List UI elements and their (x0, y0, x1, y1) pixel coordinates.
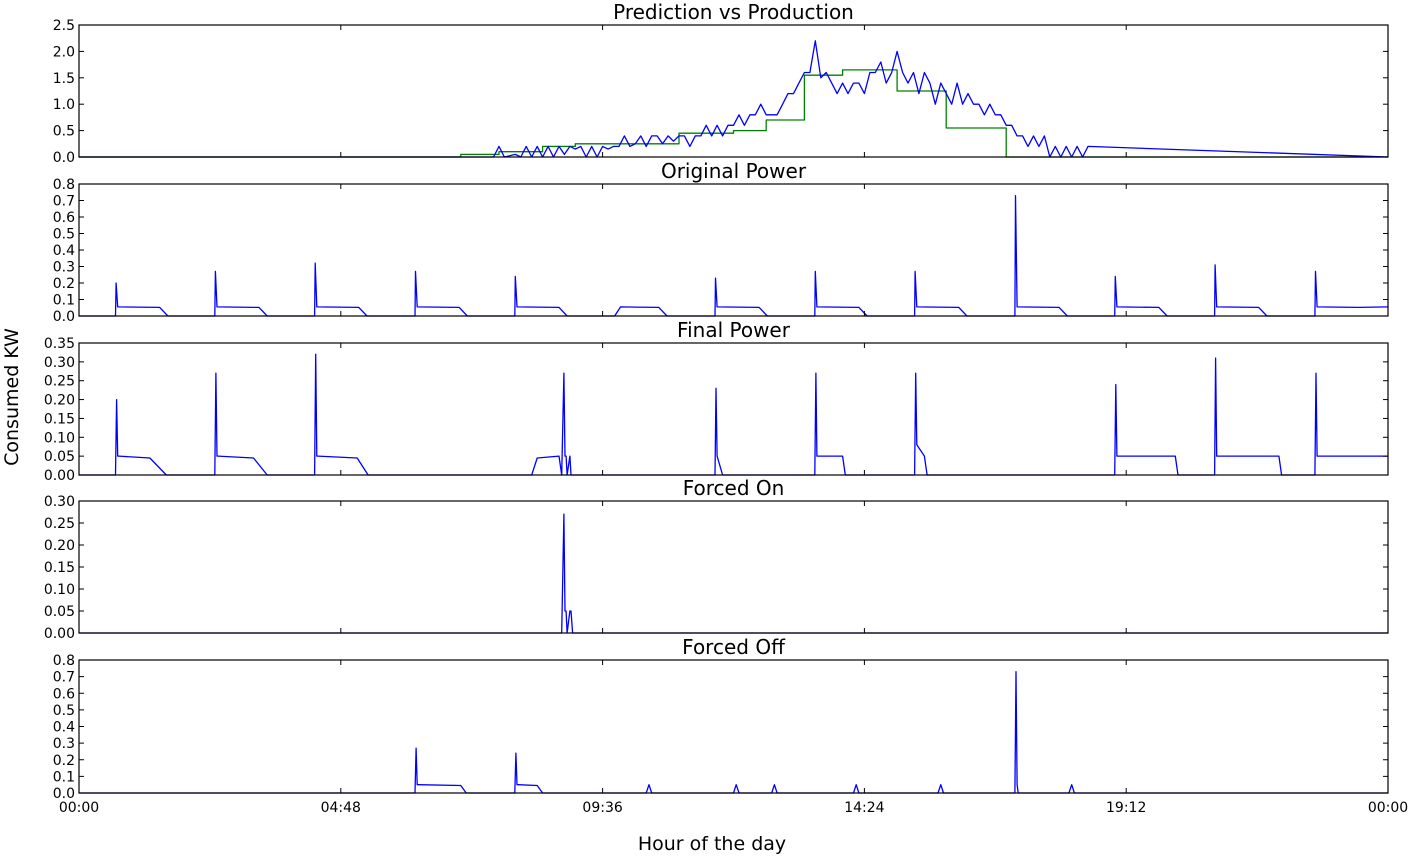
plot-frame (78, 500, 1389, 634)
plot-frame (78, 24, 1389, 158)
y-tick-label: 0.5 (53, 703, 75, 719)
subplot-title: Original Power (661, 159, 807, 183)
y-tick-label: 0.2 (53, 276, 75, 292)
y-tick-label: 2.0 (53, 44, 75, 60)
y-tick-label: 0.2 (53, 753, 75, 769)
subplot-2: Original Power 0.00.10.20.30.40.50.60.70.… (53, 159, 1389, 325)
y-tick-label: 0.05 (44, 604, 75, 620)
subplot-title: Final Power (677, 318, 791, 342)
y-tick-label: 0.00 (44, 626, 75, 642)
y-tick-label: 0.0 (53, 150, 75, 166)
y-tick-label: 0.15 (44, 560, 75, 576)
y-tick-label: 0.1 (53, 293, 75, 309)
y-tick-label: 0.5 (53, 227, 75, 243)
subplot-5: Forced Off 0.00.10.20.30.40.50.60.70.8 (53, 635, 1389, 802)
y-tick-label: 1.5 (53, 71, 75, 87)
y-tick-label: 0.25 (44, 516, 75, 532)
y-tick-label: 2.5 (53, 18, 75, 34)
y-tick-label: 0.00 (44, 468, 75, 484)
subplot-title: Forced On (683, 476, 785, 500)
series-line-1 (79, 353, 1388, 476)
plot-frame (78, 342, 1389, 476)
x-tick-label: 19:12 (1106, 800, 1146, 816)
y-tick-label: 0.15 (44, 411, 75, 427)
y-axis-label: Consumed KW (1, 328, 23, 466)
y-tick-label: 0.6 (53, 210, 75, 226)
x-tick-label: 14:24 (844, 800, 884, 816)
subplot-1: Prediction vs Production 0.0 0.5 1.0 1.5 2.0 2… (53, 0, 1389, 166)
subplot-3: Final Power 0.00 0.05 0.10 0.15 0.20 0.25 0.30 0… (44, 318, 1389, 484)
series-line-1 (79, 670, 1388, 794)
y-tick-label: 0.7 (53, 670, 75, 686)
plot-frame (78, 659, 1389, 794)
y-tick-label: 0.10 (44, 430, 75, 446)
y-tick-label: 0.8 (53, 653, 75, 669)
plot-frame (78, 183, 1389, 317)
subplot-4: Forced On 0.00 0.05 0.10 0.15 0.20 0.25 0.30 (44, 476, 1389, 642)
y-tick-label: 0.7 (53, 194, 75, 210)
x-tick-label: 00:00 (1368, 800, 1408, 816)
y-tick-label: 0.20 (44, 393, 75, 409)
series-line-1 (79, 69, 1388, 158)
y-tick-label: 0.30 (44, 355, 75, 371)
subplot-title: Prediction vs Production (613, 0, 854, 24)
y-tick-label: 0.3 (53, 736, 75, 752)
series-line-1 (79, 194, 1389, 317)
series-line-2 (79, 40, 1389, 158)
x-tick-label: 09:36 (582, 800, 622, 816)
y-tick-label: 0.8 (53, 177, 75, 193)
y-tick-label: 0.6 (53, 686, 75, 702)
x-tick-label: 00:00 (59, 800, 99, 816)
y-tick-label: 0.3 (53, 260, 75, 276)
y-tick-label: 0.4 (53, 720, 75, 736)
y-tick-label: 0.30 (44, 494, 75, 510)
y-tick-label: 0.20 (44, 538, 75, 554)
y-tick-label: 1.0 (53, 97, 75, 113)
x-tick-label: 04:48 (321, 800, 361, 816)
x-axis-ticks: 00:00 04:48 09:36 14:24 19:12 00:00 (59, 800, 1408, 816)
y-tick-label: 0.35 (44, 336, 75, 352)
subplots: Prediction vs Production 0.0 0.5 1.0 1.5 2.0 2… (44, 0, 1389, 802)
y-tick-label: 0.0 (53, 309, 75, 325)
y-tick-label: 0.1 (53, 769, 75, 785)
y-tick-label: 0.25 (44, 374, 75, 390)
y-tick-label: 0.5 (53, 124, 75, 140)
x-axis-label: Hour of the day (638, 833, 786, 855)
y-tick-label: 0.4 (53, 243, 75, 259)
subplot-title: Forced Off (682, 635, 786, 659)
series-line-1 (79, 513, 1388, 634)
y-tick-label: 0.05 (44, 449, 75, 465)
y-tick-label: 0.0 (53, 786, 75, 802)
y-tick-label: 0.10 (44, 582, 75, 598)
